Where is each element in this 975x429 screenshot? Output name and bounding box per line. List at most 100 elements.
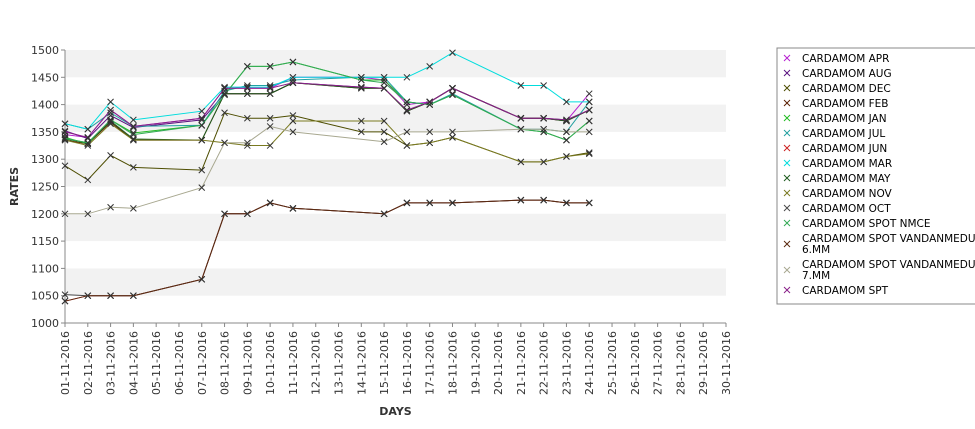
data-point (243, 139, 251, 147)
legend-marker (783, 69, 791, 77)
data-point (426, 98, 434, 106)
series-line (64, 120, 590, 163)
legend-marker (783, 54, 791, 62)
data-point (540, 82, 548, 89)
legend-label: CARDAMOM NOV (802, 188, 893, 200)
series-lines (61, 49, 593, 305)
data-point (289, 128, 297, 136)
x-tick-label: 16-11-2016 (401, 331, 414, 395)
data-point (130, 292, 137, 300)
data-point (585, 98, 593, 106)
y-axis-ticks: 1000 1050 1100 1150 1200 1250 1300 1350 1400 1450… (31, 44, 65, 330)
legend-label: CARDAMOM FEB (802, 98, 889, 110)
legend-marker (783, 84, 791, 92)
data-point (221, 210, 228, 218)
data-point (198, 114, 206, 122)
grid-band (65, 213, 726, 242)
data-point (563, 153, 570, 160)
x-tick-label: 07-11-2016 (196, 331, 209, 395)
grid-band (65, 159, 726, 187)
data-point (517, 196, 525, 204)
legend-item: CARDAMOM NOV (783, 188, 893, 200)
data-point (380, 138, 388, 146)
data-point (61, 291, 69, 298)
data-point (107, 116, 114, 124)
x-tick-label: 29-11-2016 (697, 331, 710, 395)
data-point (221, 91, 228, 99)
data-point (449, 49, 456, 57)
y-tick-label: 1200 (31, 208, 59, 221)
data-point (61, 128, 69, 136)
data-point (266, 84, 274, 92)
data-point (585, 117, 593, 125)
legend-label: CARDAMOM AUG (802, 68, 892, 80)
data-point (84, 140, 92, 148)
y-tick-label: 1100 (31, 262, 59, 275)
data-point (266, 63, 274, 70)
x-tick-label: 09-11-2016 (241, 331, 254, 395)
data-point (563, 128, 570, 136)
data-point (426, 128, 434, 136)
data-point (517, 114, 525, 122)
data-point (357, 84, 365, 92)
legend-marker (783, 286, 791, 294)
data-point (403, 199, 411, 207)
data-point (130, 123, 137, 130)
data-point (198, 136, 206, 144)
data-point (130, 136, 137, 144)
x-tick-label: 21-11-2016 (515, 331, 528, 395)
data-point (585, 199, 593, 207)
legend-label: CARDAMOM SPOT VANDANMEDU (802, 233, 975, 245)
data-point (585, 106, 593, 114)
data-point (563, 136, 570, 144)
data-point (243, 210, 251, 218)
data-point (563, 199, 570, 207)
legend-label: CARDAMOM JAN (802, 113, 887, 125)
legend-marker (783, 219, 791, 227)
legend-marker (783, 174, 791, 182)
legend-marker (783, 204, 791, 212)
data-point (84, 210, 92, 218)
data-point (449, 134, 456, 141)
y-tick-label: 1050 (31, 290, 59, 303)
data-point (266, 142, 274, 149)
y-tick-label: 1400 (31, 99, 59, 112)
data-point (540, 158, 548, 166)
legend-label: CARDAMOM OCT (802, 203, 891, 215)
data-point (198, 166, 206, 174)
data-point (243, 90, 251, 98)
data-point (517, 125, 525, 133)
data-point (289, 112, 297, 119)
legend-item: CARDAMOM JAN (783, 113, 887, 125)
data-point (357, 117, 365, 125)
grid-band (65, 50, 726, 78)
y-tick-label: 1500 (31, 44, 59, 57)
data-point (585, 128, 593, 136)
x-tick-label: 28-11-2016 (674, 331, 687, 395)
legend-label: 6.MM (802, 244, 830, 256)
y-tick-label: 1300 (31, 153, 59, 166)
y-tick-label: 1250 (31, 181, 59, 194)
data-point (198, 107, 206, 115)
data-point (84, 176, 92, 184)
x-tick-label: 30-11-2016 (720, 331, 733, 395)
data-point (243, 84, 251, 92)
legend-item: CARDAMOM AUG (783, 68, 892, 80)
data-point (61, 162, 69, 170)
data-point (266, 83, 274, 91)
data-point (380, 128, 388, 136)
data-point (130, 204, 137, 212)
data-point (380, 79, 388, 87)
x-tick-label: 19-11-2016 (469, 331, 482, 395)
data-point (540, 125, 548, 133)
x-tick-label: 15-11-2016 (378, 331, 391, 395)
data-point (585, 150, 593, 158)
legend-item: CARDAMOM JUN (783, 143, 887, 155)
series-7 (61, 49, 593, 133)
data-point (107, 109, 114, 117)
data-point (221, 84, 228, 92)
x-tick-label: 24-11-2016 (583, 331, 596, 395)
legend-label: CARDAMOM APR (802, 53, 889, 65)
